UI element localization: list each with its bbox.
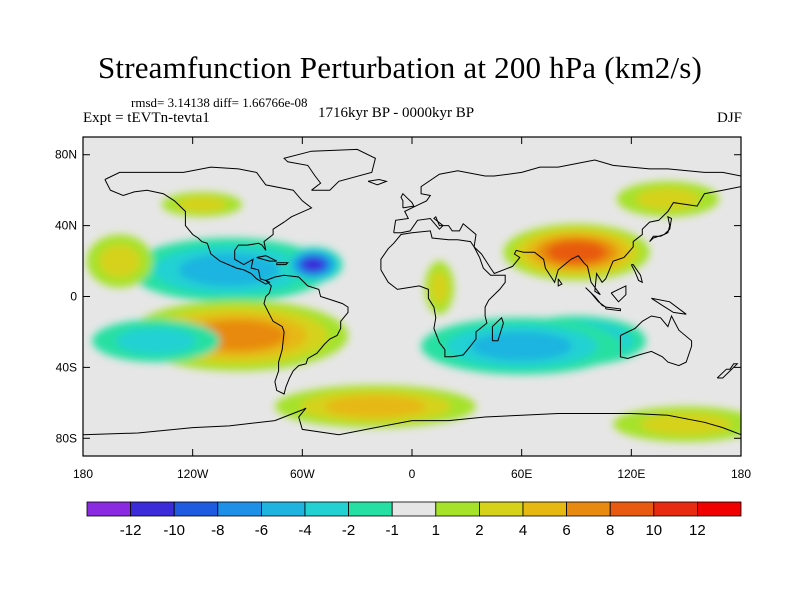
coastline (605, 306, 621, 312)
experiment-label: Expt = tEVTn-tevta1 (83, 110, 210, 126)
colorbar: -12 -10 -8 -6 -4 -2 -1 1 2 4 6 8 10 12 (86, 501, 742, 539)
coastline (630, 264, 644, 284)
colorbar-label: 4 (519, 522, 527, 539)
colorbar-label: -10 (163, 522, 185, 539)
coastline (276, 262, 289, 266)
colorbar-box (391, 501, 437, 517)
colorbar-label: -4 (298, 522, 311, 539)
anomaly-region (178, 253, 280, 286)
y-tick-label: 40S (56, 360, 77, 374)
anomaly-region (176, 196, 227, 213)
colorbar-box (260, 501, 306, 517)
x-tick-label: 60E (511, 467, 532, 481)
anomaly-region (640, 413, 732, 436)
anomaly-region (430, 271, 449, 305)
period-label: 1716kyr BP - 0000kyr BP (318, 105, 475, 121)
colorbar-label: -8 (211, 522, 224, 539)
anomaly-region (635, 187, 700, 211)
coastline (256, 255, 277, 262)
y-tick-label: 80S (56, 431, 77, 445)
x-tick-label: 180 (731, 467, 751, 481)
coastline (619, 314, 693, 367)
colorbar-label: 12 (689, 522, 706, 539)
colorbar-box (653, 501, 698, 517)
coastline (491, 316, 504, 342)
x-tick-label: 120E (617, 467, 645, 481)
stats-label: rmsd= 3.14138 diff= 1.66766e-08 (131, 95, 308, 110)
colorbar-label: 1 (432, 522, 440, 539)
anomaly-region (302, 257, 325, 272)
x-tick-label: 120W (177, 467, 209, 481)
coastline (393, 159, 741, 296)
colorbar-label: 10 (645, 522, 662, 539)
chart-title: Streamfunction Perturbation at 200 hPa (… (97, 50, 703, 85)
y-tick-label: 80N (55, 148, 77, 162)
colorbar-box (697, 501, 742, 517)
colorbar-label: -1 (386, 522, 399, 539)
x-tick-label: 60W (290, 467, 315, 481)
colorbar-box (478, 501, 524, 517)
coastline (380, 230, 506, 358)
colorbar-label: 6 (562, 522, 570, 539)
colorbar-box (566, 501, 611, 517)
coastline (263, 274, 349, 395)
coastline (83, 407, 741, 436)
colorbar-box (217, 501, 262, 517)
colorbar-label: -6 (255, 522, 268, 539)
colorbar-box (173, 501, 219, 517)
colorbar-label: 2 (475, 522, 483, 539)
coastlines (83, 148, 741, 436)
coastline (649, 215, 673, 242)
x-tick-label: 180 (73, 467, 93, 481)
anomaly-region (116, 327, 197, 355)
colorbar-box (86, 501, 131, 517)
colorbar-box (130, 501, 175, 517)
y-tick-label: 0 (70, 290, 77, 304)
colorbar-box (348, 501, 393, 517)
colorbar-box (522, 501, 567, 517)
coastline (367, 178, 389, 186)
coastline (283, 148, 376, 191)
anomaly-region (471, 331, 572, 361)
y-tick-label: 40N (55, 219, 77, 233)
anomaly-region (98, 244, 141, 278)
anomaly-region (547, 240, 606, 264)
anomaly-shading (86, 181, 741, 442)
anomaly-region (325, 395, 426, 418)
coastline (104, 166, 313, 285)
coastline (651, 297, 687, 315)
x-tick-label: 0 (409, 467, 416, 481)
colorbar-box (435, 501, 480, 517)
coastline (557, 278, 563, 287)
coastline (610, 285, 627, 303)
colorbar-box (304, 501, 349, 517)
colorbar-label: 8 (606, 522, 614, 539)
season-label: DJF (716, 110, 742, 126)
colorbar-label: -2 (342, 522, 355, 539)
coastline (400, 192, 415, 209)
colorbar-box (609, 501, 655, 517)
map-area (83, 137, 741, 456)
coastline (716, 363, 739, 379)
axes: 180 120W 60W 0 60E 120E 180 80N 40N 0 40S 80S (55, 136, 751, 481)
colorbar-label: -12 (120, 522, 142, 539)
